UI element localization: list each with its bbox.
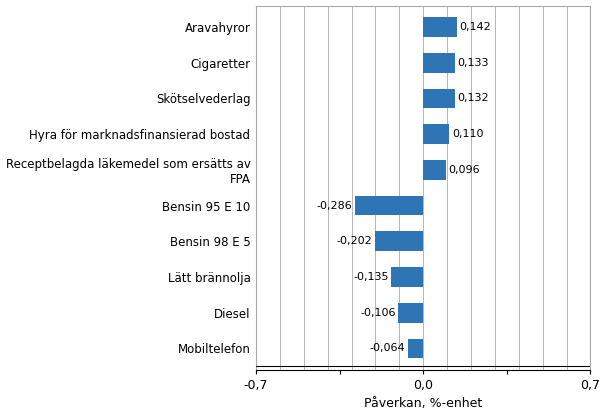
Text: -0,106: -0,106: [360, 308, 396, 318]
Bar: [355, 196, 423, 215]
Bar: [423, 17, 457, 37]
Text: 0,110: 0,110: [452, 129, 484, 139]
X-axis label: Påverkan, %-enhet: Påverkan, %-enhet: [364, 397, 482, 411]
Text: -0,202: -0,202: [337, 236, 373, 246]
Bar: [423, 89, 454, 108]
Bar: [375, 231, 423, 251]
Text: 0,133: 0,133: [458, 58, 489, 68]
Text: -0,064: -0,064: [370, 344, 405, 354]
Bar: [391, 267, 423, 287]
Text: -0,286: -0,286: [317, 201, 353, 210]
Text: 0,142: 0,142: [459, 22, 491, 32]
Bar: [408, 339, 423, 358]
Bar: [423, 53, 455, 72]
Bar: [398, 303, 423, 322]
Bar: [423, 124, 450, 144]
Text: -0,135: -0,135: [353, 272, 388, 282]
Bar: [423, 160, 446, 180]
Text: 0,096: 0,096: [448, 165, 480, 175]
Text: 0,132: 0,132: [457, 94, 489, 104]
